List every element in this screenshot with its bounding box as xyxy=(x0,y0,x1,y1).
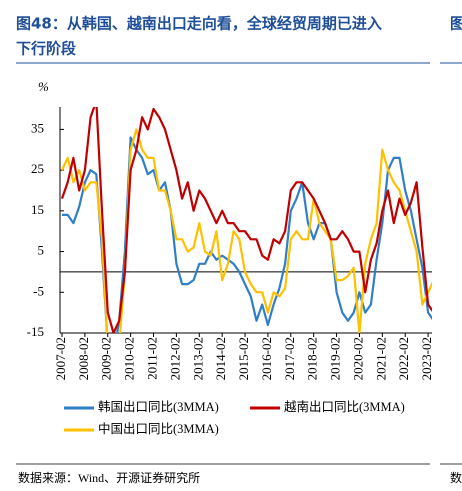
x-tick-label: 2017-02 xyxy=(282,337,297,380)
x-tick-label: 2023-02 xyxy=(419,337,434,380)
x-tick-label: 2013-02 xyxy=(190,337,205,380)
x-tick-label: 2014-02 xyxy=(213,337,228,380)
x-tick-label: 2018-02 xyxy=(305,337,320,380)
x-tick-label: 2021-02 xyxy=(373,337,388,380)
y-axis-label: % xyxy=(38,79,49,94)
y-tick-label: 25 xyxy=(31,161,44,176)
source: 数据来源：Wind、开源证券研究所 xyxy=(18,470,200,485)
x-tick-label: 2020-02 xyxy=(350,337,365,380)
x-tick-label: 2009-02 xyxy=(99,337,114,380)
y-tick-label: -5 xyxy=(33,283,44,298)
x-tick-label: 2008-02 xyxy=(76,337,91,380)
chart-title: 下行阶段 xyxy=(16,40,76,58)
chart-title: 图48：从韩国、越南出口走向看，全球经贸周期已进入 xyxy=(16,15,382,33)
y-tick-label: 15 xyxy=(31,202,44,217)
x-tick-label: 2015-02 xyxy=(236,337,251,380)
x-tick-label: 2019-02 xyxy=(328,337,343,380)
x-tick-label: 2012-02 xyxy=(167,337,182,380)
x-tick-label: 2011-02 xyxy=(145,337,160,380)
legend-label: 中国出口同比(3MMA) xyxy=(98,421,219,436)
x-tick-label: 2007-02 xyxy=(53,337,68,380)
x-tick-label: 2022-02 xyxy=(396,337,411,380)
x-tick-label: 2010-02 xyxy=(122,337,137,380)
neighbor-source: 数 xyxy=(450,470,462,485)
plot-area xyxy=(60,107,432,333)
series-line xyxy=(60,107,432,333)
y-tick-label: 35 xyxy=(31,120,44,135)
neighbor-title: 图 xyxy=(450,15,462,33)
y-tick-label: 5 xyxy=(38,243,45,258)
y-tick-label: -15 xyxy=(27,324,44,339)
x-tick-label: 2016-02 xyxy=(259,337,274,380)
legend-label: 越南出口同比(3MMA) xyxy=(284,399,405,414)
legend-label: 韩国出口同比(3MMA) xyxy=(98,399,219,414)
